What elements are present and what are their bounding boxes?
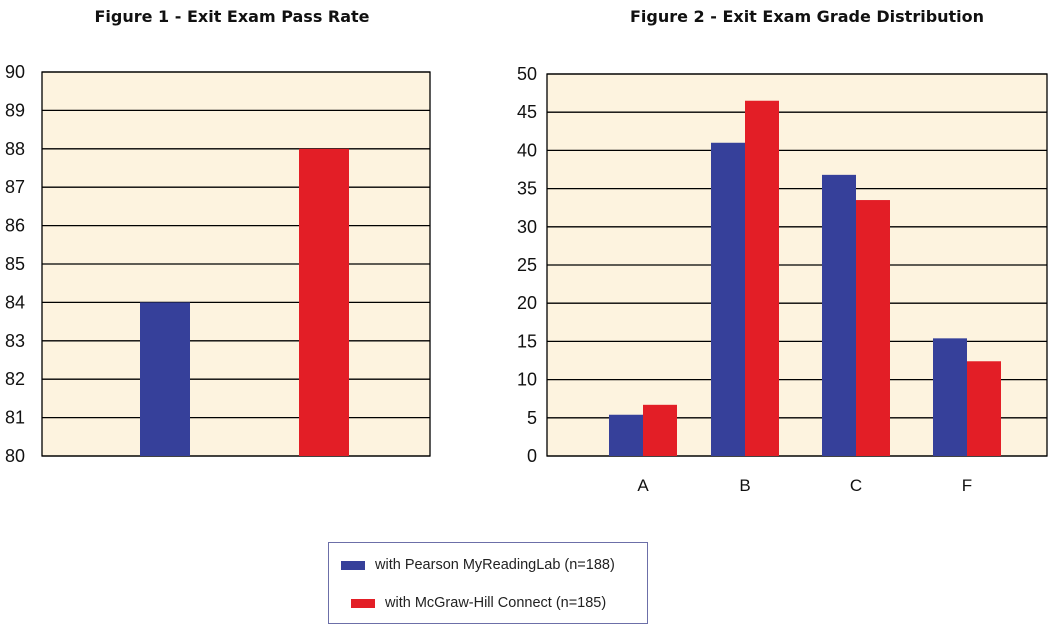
figure-1-y-tick-label: 82 (5, 369, 25, 389)
figure-1-y-tick-label: 87 (5, 177, 25, 197)
figure-2-bar-b-mcgraw-hill (745, 100, 779, 457)
figure-2-bars (609, 100, 1001, 457)
figure-2-y-tick-label: 45 (517, 102, 537, 122)
figure-2-y-tick-label: 15 (517, 331, 537, 351)
figure-1-y-tick-label: 80 (5, 446, 25, 466)
figure-2-bar-b-pearson (711, 142, 745, 456)
legend-swatch-mcgraw-hill (351, 598, 375, 608)
legend-label-mcgraw-hill: with McGraw-Hill Connect (n=185) (385, 595, 607, 611)
figure-1-y-tick-label: 86 (5, 216, 25, 236)
figure-1-y-axis-ticks: 80 81 82 83 84 85 86 87 88 89 90 (5, 62, 25, 466)
figure-2-bar-a-mcgraw-hill (643, 404, 677, 456)
figure-2-y-tick-label: 10 (517, 370, 537, 390)
figure-2-bar-c-mcgraw-hill (856, 200, 890, 456)
figure-2-category-label: B (739, 476, 750, 495)
figure-1-y-tick-label: 85 (5, 254, 25, 274)
figure-2-grade-distribution-chart: Figure 2 - Exit Exam Grade Distribution … (517, 7, 1048, 495)
figure-1-pass-rate-chart: Figure 1 - Exit Exam Pass Rate 808182838… (5, 7, 431, 466)
figure-2-y-tick-label: 0 (527, 446, 537, 466)
figure-2-bar-a-pearson (609, 414, 643, 456)
figure-1-y-tick-label: 90 (5, 62, 25, 82)
figure-2-bar-f-pearson (933, 338, 967, 456)
figure-1-bar-mcgraw-hill (299, 148, 349, 457)
figure-1-y-tick-label: 81 (5, 408, 25, 428)
figure-1-title: Figure 1 - Exit Exam Pass Rate (94, 7, 369, 26)
figure-1-y-tick-label: 89 (5, 100, 25, 120)
figure-2-category-label: A (637, 476, 649, 495)
legend-label-pearson: with Pearson MyReadingLab (n=188) (375, 557, 615, 573)
legend: with Pearson MyReadingLab (n=188) with M… (328, 542, 648, 624)
figure-1-y-tick-label: 84 (5, 292, 25, 312)
figure-2-y-tick-label: 40 (517, 140, 537, 160)
figure-2-y-tick-label: 30 (517, 217, 537, 237)
figure-1-bar-pearson (140, 302, 190, 456)
figure-2-bar-c-pearson (822, 174, 856, 456)
figure-2-y-tick-label: 20 (517, 293, 537, 313)
figure-2-y-tick-label: 35 (517, 179, 537, 199)
figure-1-y-tick-label: 83 (5, 331, 25, 351)
figure-2-y-tick-label: 50 (517, 64, 537, 84)
figure-1-bars (140, 148, 349, 457)
legend-item-pearson: with Pearson MyReadingLab (n=188) (341, 557, 615, 573)
figure-2-category-label: F (962, 476, 972, 495)
figure-2-category-label: C (850, 476, 862, 495)
figure-1-gridlines (42, 71, 430, 457)
legend-swatch-pearson (341, 560, 365, 570)
figure-1-y-tick-label: 88 (5, 139, 25, 159)
figure-2-y-tick-label: 5 (527, 408, 537, 428)
figure-2-bar-f-mcgraw-hill (967, 361, 1001, 456)
figure-2-y-axis-ticks: 0 5 10 15 20 25 30 35 40 45 50 (517, 64, 537, 466)
legend-item-mcgraw-hill: with McGraw-Hill Connect (n=185) (351, 595, 606, 611)
figure-2-title: Figure 2 - Exit Exam Grade Distribution (630, 7, 984, 26)
figure-2-y-tick-label: 25 (517, 255, 537, 275)
